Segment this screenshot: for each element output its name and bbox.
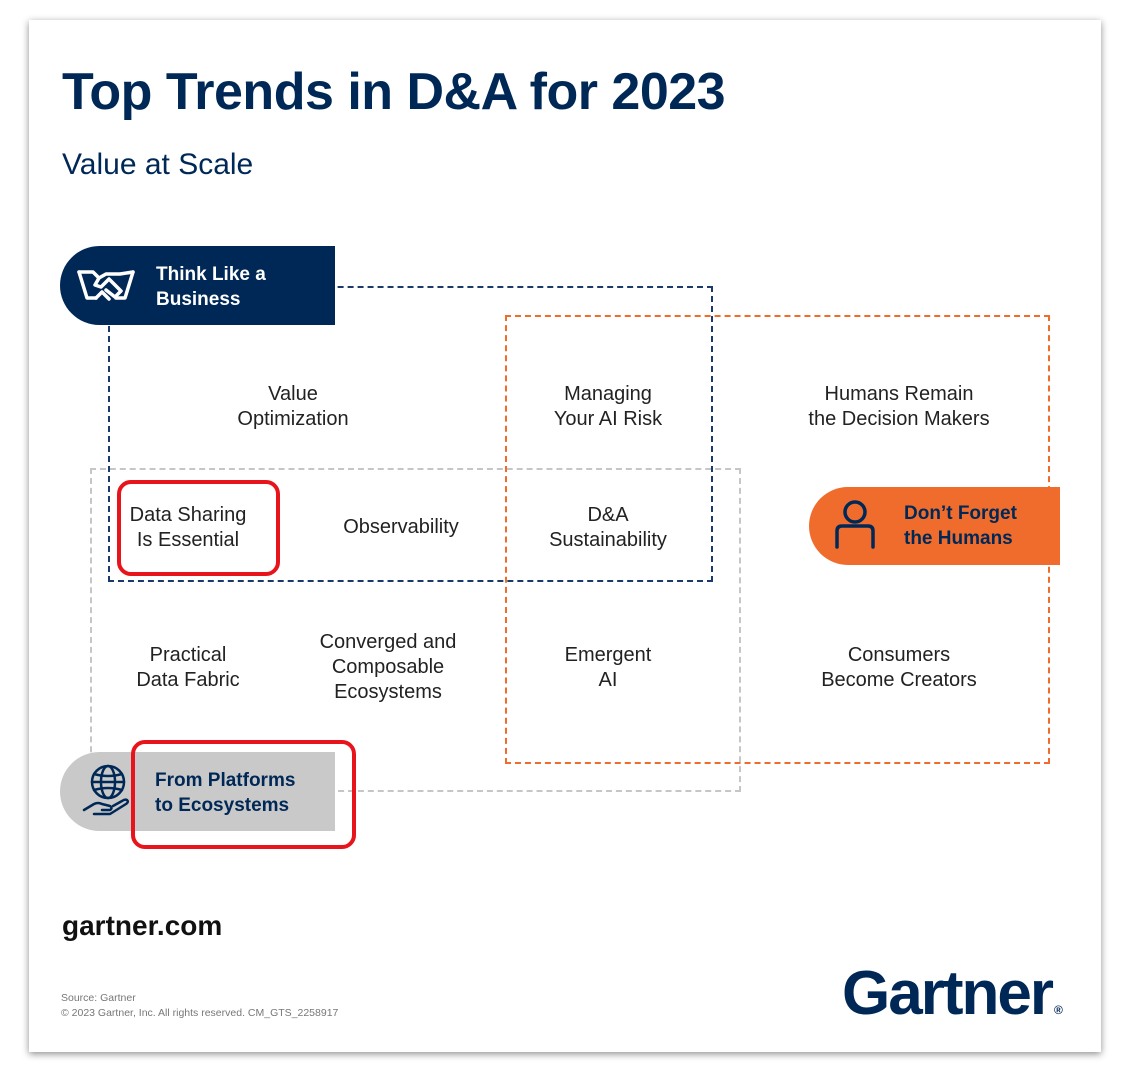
trend-managing-ai-risk: Managing Your AI Risk (553, 383, 663, 430)
dont-forget-humans-pill: Don’t Forget the Humans (809, 487, 1060, 565)
trend-emergent-ai: Emergent AI (564, 644, 652, 691)
source-note: Source: Gartner © 2023 Gartner, Inc. All… (61, 991, 338, 1021)
trend-practical-data-fabric: Practical Data Fabric (136, 644, 240, 691)
page-subtitle: Value at Scale (62, 148, 254, 181)
page-title: Top Trends in D&A for 2023 (62, 63, 726, 121)
trend-observability: Observability (343, 516, 459, 538)
platforms-ecosystems-pill: From Platforms to Ecosystems (60, 752, 335, 831)
think-business-pill: Think Like a Business (60, 246, 335, 325)
think-business-label: Think Like a Business (156, 264, 266, 310)
site-link[interactable]: gartner.com (62, 910, 223, 941)
registered-mark: ® (1053, 1003, 1063, 1017)
trend-da-sustainability: D&A Sustainability (549, 504, 667, 551)
gartner-logo-text: Gartner (842, 959, 1054, 1028)
handshake-icon (77, 270, 135, 301)
platforms-ecosystems-label: From Platforms to Ecosystems (155, 770, 296, 816)
globe-hand-icon (82, 764, 130, 816)
platforms-ecosystems-group-box (90, 468, 741, 792)
dont-forget-humans-label: Don’t Forget the Humans (904, 503, 1017, 549)
highlight-data-sharing (117, 480, 280, 576)
highlight-platforms-ecosystems (131, 740, 356, 849)
source-line: Source: Gartner (61, 992, 136, 1004)
think-business-group-box (108, 286, 713, 582)
trend-converged-ecosystems: Converged and Composable Ecosystems (319, 631, 457, 703)
trend-humans-decision-makers: Humans Remain the Decision Makers (808, 383, 990, 430)
copyright-line: © 2023 Gartner, Inc. All rights reserved… (61, 1007, 339, 1019)
person-icon (835, 500, 875, 549)
gartner-logo: Gartner ® (842, 958, 1063, 1029)
trend-value-optimization: Value Optimization (237, 383, 349, 430)
trend-data-sharing: Data Sharing Is Essential (129, 504, 247, 551)
trend-consumers-creators: Consumers Become Creators (821, 644, 977, 691)
